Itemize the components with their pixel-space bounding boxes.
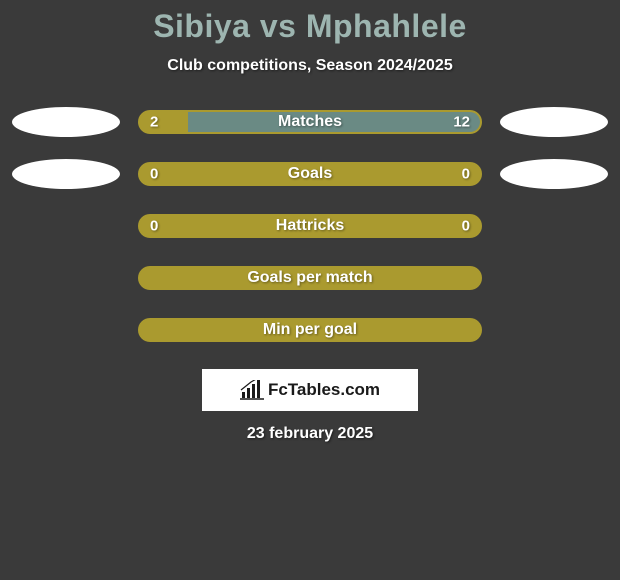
stats-section: 2 12 Matches 0 0 Goals 0 0 Hattricks Goals per ma…: [0, 107, 620, 345]
stat-fill-left: [140, 112, 188, 132]
oval-spacer: [12, 211, 120, 241]
date-text: 23 february 2025: [0, 425, 620, 443]
player1-name: Sibiya: [153, 8, 250, 44]
stat-row: 0 0 Hattricks: [0, 211, 620, 241]
stat-value-left: 2: [150, 114, 158, 131]
stat-label: Goals per match: [247, 269, 372, 287]
subtitle: Club competitions, Season 2024/2025: [0, 57, 620, 75]
stat-row: Goals per match: [0, 263, 620, 293]
oval-spacer: [500, 263, 608, 293]
stat-label: Min per goal: [263, 321, 357, 339]
oval-spacer: [12, 315, 120, 345]
stat-value-right: 0: [462, 218, 470, 235]
logo-box: FcTables.com: [202, 369, 418, 411]
vs-text: vs: [260, 8, 297, 44]
oval-spacer: [500, 211, 608, 241]
oval-spacer: [12, 263, 120, 293]
stat-label: Hattricks: [276, 217, 344, 235]
infographic-container: Sibiya vs Mphahlele Club competitions, S…: [0, 0, 620, 443]
stat-bar: 0 0 Goals: [138, 162, 482, 186]
stat-row: 0 0 Goals: [0, 159, 620, 189]
stat-value-left: 0: [150, 166, 158, 183]
stat-bar: Goals per match: [138, 266, 482, 290]
stat-row: 2 12 Matches: [0, 107, 620, 137]
stat-value-left: 0: [150, 218, 158, 235]
stat-value-right: 12: [453, 114, 470, 131]
chart-icon: [240, 380, 264, 400]
logo-inner: FcTables.com: [240, 380, 380, 400]
player-oval-right: [500, 159, 608, 189]
logo-text: FcTables.com: [268, 380, 380, 400]
stat-value-right: 0: [462, 166, 470, 183]
stat-bar: Min per goal: [138, 318, 482, 342]
stat-label: Matches: [278, 113, 342, 131]
stat-bar: 0 0 Hattricks: [138, 214, 482, 238]
player-oval-left: [12, 159, 120, 189]
comparison-title: Sibiya vs Mphahlele: [0, 8, 620, 45]
player-oval-right: [500, 107, 608, 137]
stat-bar: 2 12 Matches: [138, 110, 482, 134]
player-oval-left: [12, 107, 120, 137]
stat-label: Goals: [288, 165, 332, 183]
stat-row: Min per goal: [0, 315, 620, 345]
oval-spacer: [500, 315, 608, 345]
player2-name: Mphahlele: [306, 8, 467, 44]
